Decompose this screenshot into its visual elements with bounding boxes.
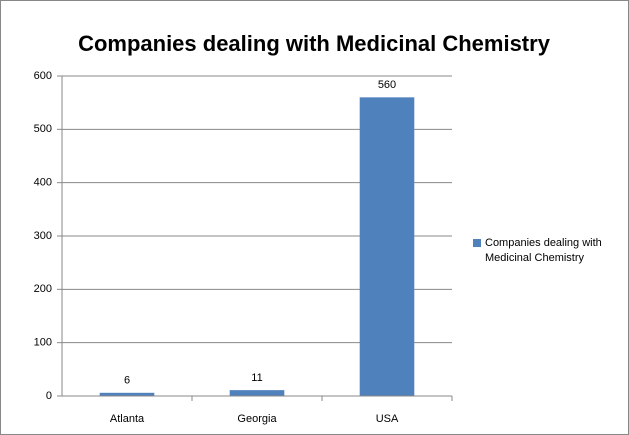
- y-tick-label: 400: [34, 177, 52, 189]
- x-tick-label: Georgia: [237, 413, 277, 425]
- x-tick-label: Atlanta: [110, 413, 145, 425]
- data-label: 560: [378, 79, 396, 91]
- y-tick-label: 100: [34, 337, 52, 349]
- y-tick-label: 600: [34, 70, 52, 82]
- y-tick-label: 200: [34, 283, 52, 295]
- x-tick-label: USA: [376, 413, 399, 425]
- y-tick-label: 0: [46, 390, 52, 402]
- bar: [229, 390, 285, 396]
- chart-title: Companies dealing with Medicinal Chemist…: [78, 31, 551, 56]
- bar: [359, 97, 415, 396]
- bar: [99, 392, 155, 396]
- legend: Companies dealing with Medicinal Chemist…: [473, 236, 623, 266]
- data-label: 6: [124, 375, 130, 387]
- y-tick-label: 500: [34, 123, 52, 135]
- legend-label: Companies dealing with Medicinal Chemist…: [485, 237, 602, 264]
- legend-swatch: [473, 239, 481, 247]
- data-label: 11: [251, 372, 262, 384]
- y-tick-label: 300: [34, 230, 52, 242]
